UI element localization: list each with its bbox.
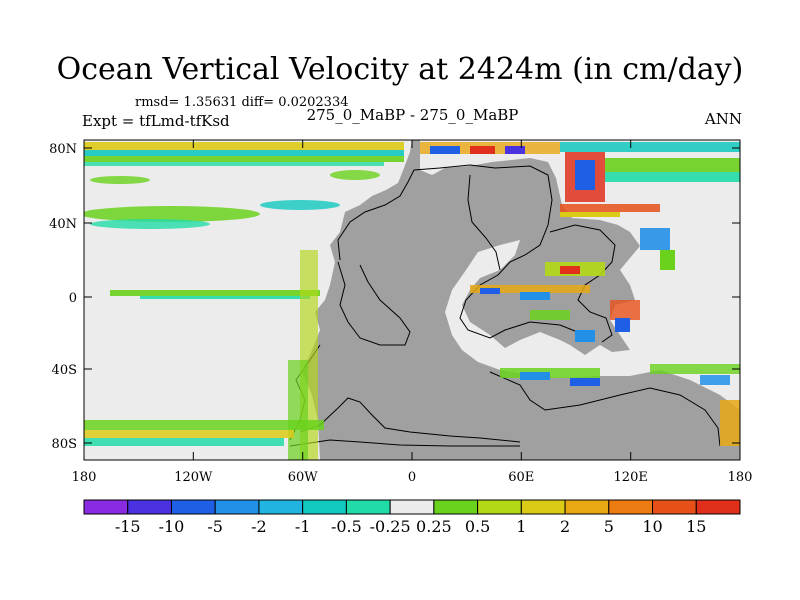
season-label: ANN bbox=[704, 110, 742, 128]
colorbar-swatch bbox=[258, 499, 304, 515]
x-tick-label: 60E bbox=[508, 470, 534, 485]
colorbar-swatch bbox=[564, 499, 610, 515]
colorbar-labels: -15 -10 -5 -2 -1 -0.5 -0.25 0.25 0.5 1 2 5 10 15 bbox=[115, 517, 707, 536]
x-tick-label: 180 bbox=[728, 470, 753, 485]
colorbar-swatch bbox=[477, 499, 522, 515]
stats-label: rmsd= 1.35631 diff= 0.0202334 bbox=[135, 95, 349, 110]
colorbar-label: 2 bbox=[560, 517, 570, 536]
colorbar-label: -15 bbox=[115, 517, 141, 536]
experiment-names: 275_0_MaBP - 275_0_MaBP bbox=[306, 106, 519, 124]
colorbar-label: -10 bbox=[159, 517, 185, 536]
colorbar bbox=[83, 499, 741, 515]
velocity-patches bbox=[84, 142, 740, 460]
x-tick-label: 120W bbox=[174, 470, 213, 485]
x-tick-label: 120E bbox=[614, 470, 648, 485]
y-tick-label: 80N bbox=[49, 142, 77, 157]
colorbar-swatch bbox=[83, 499, 129, 515]
colorbar-swatch bbox=[433, 499, 479, 515]
colorbar-label: -1 bbox=[295, 517, 311, 536]
colorbar-label: 5 bbox=[604, 517, 614, 536]
colorbar-label: -0.5 bbox=[331, 517, 362, 536]
map-field bbox=[84, 140, 740, 460]
y-tick-label: 40N bbox=[49, 217, 77, 232]
experiment-label: Expt = tfLmd-tfKsd bbox=[82, 112, 230, 130]
colorbar-swatch bbox=[170, 499, 216, 515]
colorbar-label: 15 bbox=[686, 517, 706, 536]
tick-marks bbox=[83, 140, 741, 460]
x-tick-label: 60W bbox=[288, 470, 319, 485]
colorbar-label: 10 bbox=[642, 517, 662, 536]
colorbar-label: -2 bbox=[251, 517, 267, 536]
colorbar-swatch bbox=[520, 499, 566, 515]
y-axis-labels: 80N 40N 0 40S 80S bbox=[49, 142, 77, 452]
map-title: Ocean Vertical Velocity at 2424m (in cm/… bbox=[56, 52, 744, 87]
colorbar-swatch bbox=[652, 499, 697, 515]
colorbar-swatch bbox=[695, 499, 741, 515]
colorbar-label: -0.25 bbox=[370, 517, 411, 536]
y-tick-label: 0 bbox=[69, 291, 77, 306]
x-tick-label: 0 bbox=[408, 470, 416, 485]
y-tick-label: 80S bbox=[52, 437, 77, 452]
colorbar-label: 1 bbox=[516, 517, 526, 536]
colorbar-swatch bbox=[389, 499, 435, 515]
colorbar-swatch bbox=[608, 499, 654, 515]
colorbar-swatch bbox=[214, 499, 260, 515]
colorbar-label: -5 bbox=[207, 517, 223, 536]
colorbar-swatch bbox=[345, 499, 391, 515]
colorbar-label: 0.25 bbox=[416, 517, 452, 536]
colorbar-swatch bbox=[127, 499, 172, 515]
colorbar-swatch bbox=[302, 499, 347, 515]
colorbar-label: 0.5 bbox=[465, 517, 490, 536]
x-tick-label: 180 bbox=[72, 470, 97, 485]
y-tick-label: 40S bbox=[52, 363, 77, 378]
x-axis-labels: 180 120W 60W 0 60E 120E 180 bbox=[72, 470, 753, 485]
